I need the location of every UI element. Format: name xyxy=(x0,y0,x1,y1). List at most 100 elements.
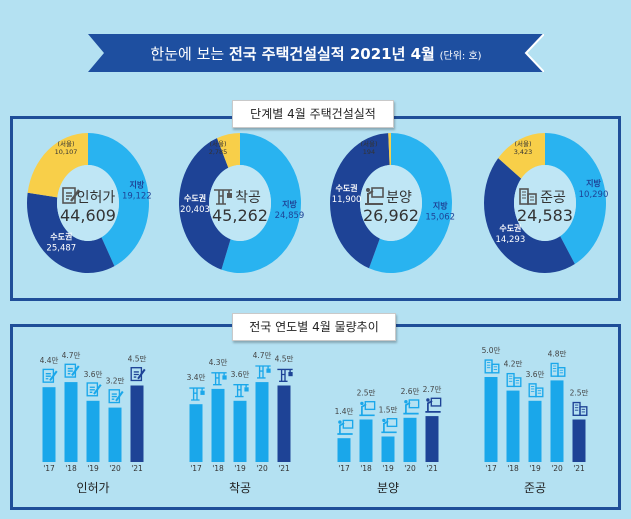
bar xyxy=(572,419,586,462)
bar xyxy=(42,387,56,462)
x-tick-label: '18 xyxy=(507,464,519,473)
seoul-name: (서울) xyxy=(209,139,226,148)
building-b xyxy=(535,387,544,398)
person-body xyxy=(365,190,383,205)
capital-name: 수도권 xyxy=(50,231,72,241)
person-head xyxy=(404,400,408,404)
x-tick-label: '17 xyxy=(190,464,202,473)
crane-load xyxy=(288,371,293,377)
x-tick-label: '18 xyxy=(65,464,77,473)
x-tick-label: '20 xyxy=(109,464,121,473)
buildings-icon xyxy=(519,188,537,205)
donut-title: 인허가 xyxy=(77,190,116,206)
bar-value-label: 2.5만 xyxy=(570,389,589,398)
donut-hole xyxy=(514,165,576,241)
windows xyxy=(552,365,564,374)
windows xyxy=(522,191,534,201)
bar-chart-title: 준공 xyxy=(524,481,546,495)
banner-ribbon xyxy=(88,34,544,72)
bar-chart-4: 5.0만 '17 4.2만 '18 3.6만 '19 4.8만 '20 2.5만 '21 준공 xyxy=(482,346,589,495)
bar xyxy=(425,416,439,462)
x-tick-label: '17 xyxy=(43,464,55,473)
seoul-name: (서울) xyxy=(514,139,531,148)
bar-value-label: 4.5만 xyxy=(275,355,294,364)
person-body xyxy=(337,422,353,435)
capital-name: 수도권 xyxy=(184,193,206,203)
document-pen-icon xyxy=(62,187,80,204)
building-a xyxy=(506,372,515,388)
bar xyxy=(233,400,247,462)
document-pen-icon xyxy=(42,368,58,383)
bar-chart-title: 분양 xyxy=(377,481,399,495)
seoul-name: (서울) xyxy=(360,139,377,148)
bar xyxy=(255,382,269,462)
windows xyxy=(486,362,498,370)
donut-hole xyxy=(209,165,271,241)
crane-lines xyxy=(233,384,249,398)
doc-lines xyxy=(66,192,72,200)
crane-lines xyxy=(214,189,232,205)
board-shape xyxy=(408,399,420,409)
title-unit: (단위: 호) xyxy=(439,51,482,62)
crane-load xyxy=(266,368,271,373)
crane-icon xyxy=(211,372,227,386)
bar xyxy=(506,390,520,462)
bar-value-label: 4.5만 xyxy=(128,355,147,364)
donut-hole xyxy=(360,165,422,241)
x-tick-label: '20 xyxy=(404,464,416,473)
windows xyxy=(530,385,542,394)
crane-load xyxy=(222,375,227,380)
bar xyxy=(528,400,542,462)
x-tick-label: '21 xyxy=(278,464,290,473)
person-head xyxy=(426,398,430,402)
presentation-icon xyxy=(381,418,398,434)
region-value: 10,290 xyxy=(579,190,609,200)
bar xyxy=(359,419,373,462)
seoul-value: 2,785 xyxy=(209,148,228,156)
x-tick-label: '21 xyxy=(426,464,438,473)
stage-section-label: 단계별 4월 주택건설실적 xyxy=(232,100,394,128)
document-pen-icon xyxy=(64,363,80,378)
person-head xyxy=(382,418,386,423)
capital-name: 수도권 xyxy=(499,223,521,233)
crane-icon xyxy=(277,368,293,382)
bar xyxy=(86,400,100,462)
bar-value-label: 2.5만 xyxy=(357,389,376,398)
seoul-value: 194 xyxy=(363,148,375,156)
presentation-icon xyxy=(403,399,420,415)
x-tick-label: '19 xyxy=(529,464,541,473)
document-pen-icon xyxy=(108,389,124,404)
crane-lines xyxy=(189,387,205,401)
x-tick-label: '20 xyxy=(256,464,268,473)
document-pen-icon xyxy=(86,382,102,397)
slice-capital xyxy=(27,192,115,273)
doc-lines xyxy=(89,386,95,394)
capital-name: 수도권 xyxy=(336,183,358,193)
slice-capital xyxy=(484,158,575,273)
region-name: 지방 xyxy=(282,199,297,209)
x-tick-label: '21 xyxy=(131,464,143,473)
doc-lines xyxy=(111,393,117,400)
slice-region xyxy=(369,133,452,273)
capital-value: 25,487 xyxy=(46,243,76,253)
doc-lines xyxy=(133,371,139,378)
bar-value-label: 5.0만 xyxy=(482,346,501,355)
capital-value: 14,293 xyxy=(496,235,526,245)
x-tick-label: '19 xyxy=(382,464,394,473)
slice-capital xyxy=(178,138,231,270)
pen-shape xyxy=(49,370,58,382)
slice-region xyxy=(88,133,149,267)
bar xyxy=(550,380,564,462)
bar xyxy=(64,382,78,462)
building-b xyxy=(579,406,588,416)
donut-total: 24,583 xyxy=(517,206,573,225)
x-tick-label: '19 xyxy=(234,464,246,473)
region-value: 24,859 xyxy=(275,211,305,221)
bar-value-label: 4.2만 xyxy=(504,360,523,369)
x-tick-label: '19 xyxy=(87,464,99,473)
bar-value-label: 3.6만 xyxy=(84,370,103,379)
person-body xyxy=(403,401,419,415)
crane-icon xyxy=(189,387,205,401)
